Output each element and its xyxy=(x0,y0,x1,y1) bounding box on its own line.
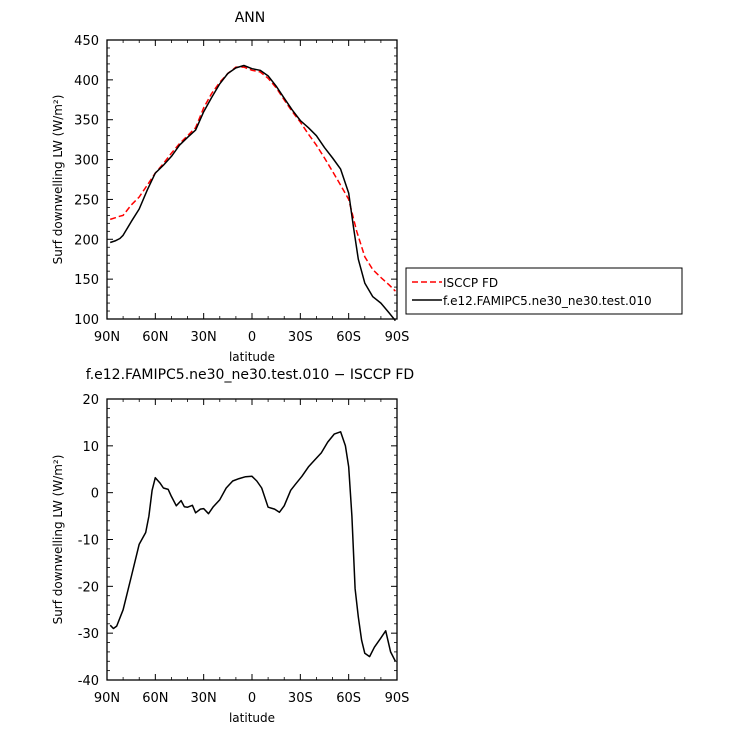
annual-mean-panel: ANN 100 150 200 250 300 350 400 450 90N 60N 30N 0 3… xyxy=(51,10,409,364)
difference-panel: f.e12.FAMIPC5.ne30_ne30.test.010 − ISCCP… xyxy=(51,367,414,725)
x-tick-label: 90S xyxy=(385,691,410,706)
y-tick-label: 0 xyxy=(91,487,99,502)
y-tick-labels: 100 150 200 250 300 350 400 450 xyxy=(74,34,99,328)
series-line-0-0 xyxy=(109,66,396,292)
series-line-1-0 xyxy=(109,431,397,662)
y-tick-label: 10 xyxy=(82,440,99,455)
y-tick-label: 450 xyxy=(74,34,99,49)
x-tick-label: 30S xyxy=(288,691,313,706)
x-tick-labels: 90N 60N 30N 0 30S 60S 90S xyxy=(94,691,410,706)
y-tick-label: -10 xyxy=(78,534,99,549)
y-tick-label: 200 xyxy=(74,233,99,248)
series-lines xyxy=(109,431,397,662)
axis-ticks xyxy=(106,39,398,320)
x-tick-label: 60S xyxy=(336,330,361,345)
x-tick-label: 90N xyxy=(94,691,120,706)
y-axis-label: Surf downwelling LW (W/m²) xyxy=(51,95,65,265)
x-tick-label: 60S xyxy=(336,691,361,706)
x-tick-label: 60N xyxy=(142,330,168,345)
x-tick-label: 60N xyxy=(142,691,168,706)
y-tick-label: -40 xyxy=(78,674,99,689)
y-tick-label: 350 xyxy=(74,114,99,129)
x-tick-label: 0 xyxy=(248,691,256,706)
legend-label-model: f.e12.FAMIPC5.ne30_ne30.test.010 xyxy=(443,294,652,308)
chart-title: ANN xyxy=(235,10,266,26)
y-tick-label: 150 xyxy=(74,273,99,288)
x-axis-label: latitude xyxy=(229,711,275,725)
axis-ticks xyxy=(106,398,398,681)
x-tick-label: 90N xyxy=(94,330,120,345)
legend-label-isccp: ISCCP FD xyxy=(443,276,498,290)
series-lines xyxy=(109,64,396,322)
y-tick-label: 20 xyxy=(82,393,99,408)
y-tick-label: 300 xyxy=(74,154,99,169)
series-line-0-1 xyxy=(109,64,396,322)
y-tick-labels: -40 -30 -20 -10 0 10 20 xyxy=(78,393,99,689)
x-tick-label: 0 xyxy=(248,330,256,345)
x-tick-label: 30S xyxy=(288,330,313,345)
x-tick-label: 30N xyxy=(191,691,217,706)
x-axis-label: latitude xyxy=(229,350,275,364)
y-axis-label: Surf downwelling LW (W/m²) xyxy=(51,455,65,625)
y-tick-label: -30 xyxy=(78,627,99,642)
legend: ISCCP FD f.e12.FAMIPC5.ne30_ne30.test.01… xyxy=(405,267,683,315)
legend-box xyxy=(405,267,683,315)
difference-title: f.e12.FAMIPC5.ne30_ne30.test.010 − ISCCP… xyxy=(86,367,414,383)
y-tick-label: -20 xyxy=(78,580,99,595)
y-tick-label: 250 xyxy=(74,193,99,208)
x-tick-label: 30N xyxy=(191,330,217,345)
y-tick-label: 400 xyxy=(74,74,99,89)
x-tick-label: 90S xyxy=(385,330,410,345)
x-tick-labels: 90N 60N 30N 0 30S 60S 90S xyxy=(94,330,410,345)
y-tick-label: 100 xyxy=(74,313,99,328)
